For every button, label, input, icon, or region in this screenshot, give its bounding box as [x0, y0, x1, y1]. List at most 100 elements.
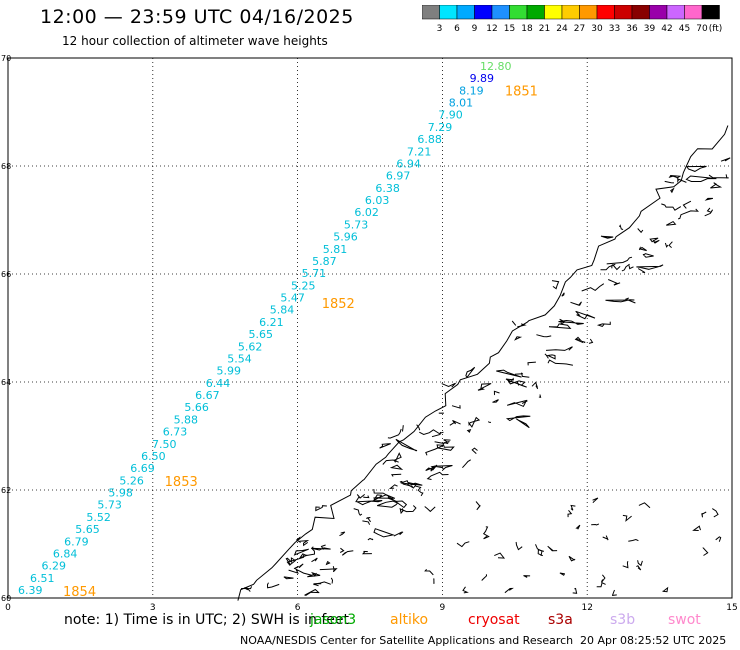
- coastline-segment: [551, 280, 560, 290]
- lake-outline: [622, 561, 629, 569]
- notes-prefix: note: 1) Time is in UTC; 2) SWH is in fe…: [64, 612, 350, 628]
- swh-value-label: 6.79: [64, 535, 89, 548]
- coastline-segment: [237, 125, 729, 601]
- swh-value-label: 5.87: [312, 255, 337, 268]
- lake-outline: [636, 565, 642, 571]
- colorbar-label: 21: [539, 24, 550, 34]
- colorbar-label: 27: [574, 24, 585, 34]
- lake-outline: [591, 523, 600, 526]
- swh-value-label: 12.80: [480, 60, 512, 73]
- lake-outline: [628, 538, 639, 542]
- credit-line: NOAA/NESDIS Center for Satellite Applica…: [240, 634, 574, 647]
- coastline-segment: [416, 424, 421, 431]
- lake-outline: [592, 497, 599, 504]
- coastline-segment: [561, 292, 565, 297]
- colorbar-label: 45: [679, 24, 690, 34]
- coastline-segment: [285, 557, 297, 566]
- x-tick-label: 0: [5, 603, 11, 612]
- colorbar-label: 70: [696, 24, 708, 34]
- coastline-segment: [637, 228, 644, 234]
- coastline-segment: [664, 180, 675, 184]
- coastline-segment: [686, 165, 707, 172]
- coastline-segment: [670, 187, 675, 194]
- x-tick-label: 6: [295, 603, 301, 612]
- swh-value-label: 6.39: [18, 584, 43, 597]
- coastline-segment: [505, 377, 515, 383]
- coastline-segment: [379, 443, 391, 449]
- swh-value-label: 6.50: [141, 450, 166, 463]
- swh-value-label: 5.25: [291, 279, 316, 292]
- coastline-segment: [575, 336, 583, 342]
- lake-outline: [494, 552, 506, 559]
- colorbar-label: 6: [454, 24, 460, 34]
- coastline-segment: [339, 531, 346, 537]
- coastline-segment: [642, 253, 654, 258]
- lake-outline: [572, 587, 578, 594]
- coastline-segment: [676, 177, 687, 184]
- colorbar-label: 12: [486, 24, 497, 34]
- coastline-segment: [395, 438, 418, 452]
- coastline-segment: [538, 394, 542, 398]
- coastline-segment: [661, 203, 682, 211]
- coastline-segment: [390, 473, 402, 477]
- swh-value-label: 5.62: [238, 340, 263, 353]
- coastline-segment: [720, 157, 731, 162]
- lake-outline: [475, 501, 481, 511]
- colorbar-label: 36: [626, 24, 638, 34]
- lake-outline: [602, 535, 609, 541]
- coastline-segment: [389, 464, 404, 470]
- y-tick-label: 64: [1, 378, 11, 387]
- lake-outline: [702, 547, 709, 556]
- swh-value-label: 6.21: [259, 316, 284, 329]
- x-tick-label: 15: [726, 603, 737, 612]
- coastline-segment: [493, 390, 500, 396]
- lake-outline: [570, 504, 576, 511]
- swh-value-label: 5.47: [280, 292, 305, 305]
- coastline-segment: [558, 319, 584, 325]
- swh-value-label: 7.29: [428, 121, 453, 134]
- swh-value-label: 5.65: [75, 523, 100, 536]
- coastline-segment: [366, 517, 372, 523]
- x-tick-label: 3: [150, 603, 156, 612]
- lake-outline: [692, 525, 701, 531]
- swh-value-label: 6.29: [42, 560, 67, 573]
- coastline-segment: [355, 494, 366, 503]
- coastline-segment: [382, 459, 399, 465]
- lake-outline: [701, 511, 707, 518]
- coastline: [237, 125, 731, 601]
- swh-value-label: 6.02: [354, 206, 379, 219]
- coastline-segment: [547, 359, 573, 366]
- legend-cryosat: cryosat: [468, 612, 520, 628]
- lake-outline: [515, 541, 523, 551]
- y-tick-label: 62: [1, 486, 11, 495]
- coastline-segment: [362, 520, 371, 525]
- swh-value-label: 5.65: [249, 328, 273, 341]
- coastline-segment: [367, 537, 374, 541]
- coastline-segment: [496, 369, 522, 378]
- x-tick-label: 12: [581, 603, 592, 612]
- swh-value-label: 5.73: [97, 499, 122, 512]
- colorbar-label: 33: [609, 24, 620, 34]
- coastline-segment: [628, 265, 634, 270]
- coastline-segment: [339, 547, 345, 553]
- coastline-segment: [304, 588, 320, 596]
- coastline-segment: [298, 563, 304, 569]
- coastline-segment: [434, 439, 451, 444]
- coastline-segment: [266, 582, 280, 589]
- coastline-segment: [288, 568, 312, 576]
- lake-outline: [547, 545, 558, 552]
- coastline-segment: [313, 583, 322, 586]
- coastline-segment: [466, 429, 472, 433]
- coastline-segment: [517, 323, 527, 328]
- swh-value-label: 5.99: [217, 365, 242, 378]
- axis-ticks: 0 3 6 9 12 15 60 62 64 66 68 70: [1, 54, 738, 612]
- coastline-segment: [506, 399, 528, 408]
- coastline-segment: [666, 220, 677, 226]
- coastline-segment: [606, 256, 633, 265]
- coastline-segment: [307, 571, 321, 578]
- coastline-segment: [548, 323, 572, 329]
- coastline-segment: [514, 336, 523, 341]
- coastline-segment: [373, 494, 396, 499]
- swh-value-label: 5.88: [174, 413, 199, 426]
- coastline-segment: [600, 235, 614, 239]
